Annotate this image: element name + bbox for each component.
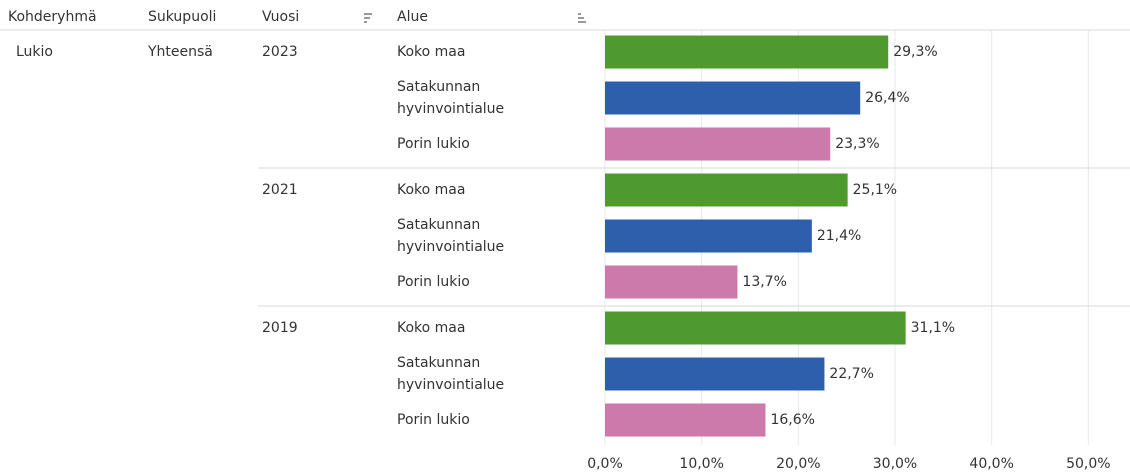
year-label: 2021 — [262, 182, 298, 198]
area-label: Satakunnan hyvinvointialue — [397, 355, 505, 393]
sort-icon[interactable] — [364, 13, 372, 23]
value-label: 29,3% — [893, 44, 937, 60]
bar — [605, 265, 738, 299]
area-label: Porin lukio — [397, 136, 470, 152]
area-label: Satakunnan hyvinvointialue — [397, 217, 505, 255]
sort-icon[interactable] — [578, 13, 586, 23]
column-header: Alue — [397, 9, 428, 25]
row-header: Yhteensä — [147, 44, 213, 60]
value-label: 21,4% — [817, 228, 861, 244]
value-label: 25,1% — [853, 182, 897, 198]
value-label: 16,6% — [770, 412, 814, 428]
value-label: 26,4% — [865, 90, 909, 106]
area-label: Koko maa — [397, 182, 466, 198]
value-label: 22,7% — [829, 366, 873, 382]
x-tick-label: 50,0% — [1066, 456, 1110, 472]
year-label: 2023 — [262, 44, 298, 60]
area-label: Koko maa — [397, 44, 466, 60]
bar — [605, 311, 906, 345]
area-label: Porin lukio — [397, 412, 470, 428]
bar — [605, 81, 861, 115]
bar — [605, 127, 831, 161]
area-label: Koko maa — [397, 320, 466, 336]
bar — [605, 173, 848, 207]
bar — [605, 403, 766, 437]
x-tick-label: 10,0% — [679, 456, 723, 472]
value-label: 31,1% — [911, 320, 955, 336]
bar — [605, 219, 812, 253]
value-label: 23,3% — [835, 136, 879, 152]
x-tick-label: 40,0% — [969, 456, 1013, 472]
row-header: Lukio — [16, 44, 53, 60]
column-header: Kohderyhmä — [8, 9, 97, 25]
column-header: Vuosi — [262, 9, 299, 25]
x-tick-label: 30,0% — [873, 456, 917, 472]
value-label: 13,7% — [742, 274, 786, 290]
area-label: Porin lukio — [397, 274, 470, 290]
bar — [605, 357, 825, 391]
x-tick-label: 20,0% — [776, 456, 820, 472]
bar — [605, 35, 889, 69]
year-label: 2019 — [262, 320, 298, 336]
x-tick-label: 0,0% — [587, 456, 623, 472]
column-header: Sukupuoli — [148, 9, 216, 25]
area-label: Satakunnan hyvinvointialue — [397, 79, 505, 117]
